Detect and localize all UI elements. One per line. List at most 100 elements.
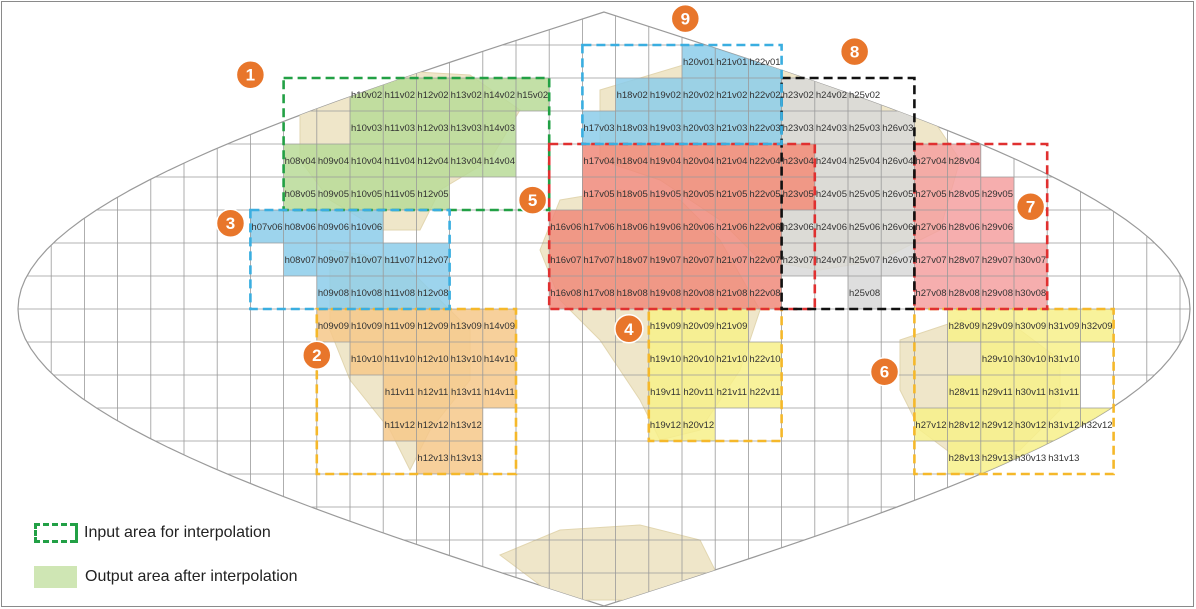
- tile-fill: [947, 375, 981, 408]
- tile-label: h23v07: [783, 255, 814, 266]
- tile-label: h25v02: [849, 90, 880, 101]
- tile-fill: [416, 144, 450, 177]
- region-badge-number: 9: [681, 10, 690, 29]
- tile-fill: [350, 276, 384, 309]
- tile-label: h18v03: [617, 123, 648, 134]
- tile-fill: [914, 177, 948, 210]
- tile-label: h18v05: [617, 189, 648, 200]
- tile-fill: [1014, 309, 1048, 342]
- tile-fill: [682, 408, 716, 441]
- region-badge-2: [302, 340, 332, 370]
- tile-label: h12v03: [417, 123, 448, 134]
- tile-label: h25v06: [849, 222, 880, 233]
- tile-label: h27v04: [915, 156, 946, 167]
- tile-label: h21v10: [716, 354, 747, 365]
- tile-fill: [383, 276, 417, 309]
- tile-label: h23v04: [783, 156, 814, 167]
- input-area-border-7: [913, 142, 1049, 311]
- tile-label: h09v05: [318, 189, 349, 200]
- tile-label: h07v06: [251, 222, 282, 233]
- tile-fill: [748, 243, 782, 276]
- tile-label: h28v05: [949, 189, 980, 200]
- tile-label: h26v07: [882, 255, 913, 266]
- input-area-border-1: [282, 76, 551, 212]
- tile-label: h22v01: [749, 57, 780, 68]
- tile-fill: [1080, 309, 1114, 342]
- region-badge-1: [235, 59, 266, 90]
- tile-fill: [648, 243, 682, 276]
- tile-fill: [947, 441, 981, 474]
- legend-fill-swatch: [34, 566, 77, 588]
- tile-label: h29v10: [982, 354, 1013, 365]
- tile-fill: [615, 144, 649, 177]
- tile-label: h20v03: [683, 123, 714, 134]
- tile-fill: [383, 78, 417, 111]
- tile-fill: [648, 144, 682, 177]
- tile-fill: [781, 78, 815, 111]
- region-badge-9: [670, 3, 701, 34]
- tile-label: h08v06: [285, 222, 316, 233]
- tile-fill: [416, 111, 450, 144]
- tile-fill: [582, 111, 616, 144]
- region-badge-number: 3: [226, 214, 235, 233]
- tile-fill: [350, 342, 384, 375]
- tile-label: h17v07: [583, 255, 614, 266]
- tile-label: h22v08: [749, 288, 780, 299]
- tile-label: h14v02: [484, 90, 515, 101]
- tile-fill: [682, 144, 716, 177]
- tile-fill: [449, 441, 483, 474]
- tile-fill: [980, 276, 1014, 309]
- region-badge-number: 2: [312, 346, 321, 365]
- tile-label: h13v03: [451, 123, 482, 134]
- tile-fill: [980, 177, 1014, 210]
- tile-label: h20v11: [683, 387, 713, 398]
- tile-label: h11v03: [385, 123, 415, 134]
- tile-label: h30v07: [1015, 255, 1046, 266]
- tile-fill: [715, 144, 749, 177]
- tile-label: h20v06: [683, 222, 714, 233]
- tile-label: h14v09: [484, 321, 515, 332]
- tile-fill: [648, 177, 682, 210]
- tile-fill: [283, 243, 317, 276]
- tile-label: h20v09: [683, 321, 714, 332]
- tile-label: h23v06: [783, 222, 814, 233]
- tile-fill: [449, 111, 483, 144]
- tile-label: h11v11: [385, 387, 415, 398]
- tile-fill: [416, 276, 450, 309]
- tile-label: h08v05: [285, 189, 316, 200]
- tile-label: h21v02: [716, 90, 747, 101]
- tile-fill: [947, 276, 981, 309]
- tile-fill: [682, 243, 716, 276]
- tile-fill: [416, 342, 450, 375]
- region-badge-number: 6: [880, 363, 889, 382]
- tile-fill: [814, 144, 848, 177]
- tile-fill: [482, 78, 516, 111]
- tile-fill: [615, 276, 649, 309]
- tile-label: h23v02: [783, 90, 814, 101]
- tile-fill: [416, 441, 450, 474]
- tile-label: h24v07: [816, 255, 847, 266]
- tile-fill: [980, 243, 1014, 276]
- tile-fill: [947, 408, 981, 441]
- tile-fill: [416, 177, 450, 210]
- tile-label: h29v07: [982, 255, 1013, 266]
- tile-fill: [748, 177, 782, 210]
- tile-fill: [482, 309, 516, 342]
- tile-fill: [350, 243, 384, 276]
- tile-fill: [1014, 375, 1048, 408]
- region-badge-6: [869, 356, 900, 387]
- tile-label: h10v04: [351, 156, 382, 167]
- tile-label: h13v12: [451, 420, 482, 431]
- tile-label: h31v12: [1048, 420, 1079, 431]
- tile-fill: [715, 111, 749, 144]
- tile-fill: [814, 210, 848, 243]
- tile-fill: [947, 210, 981, 243]
- tile-label: h19v10: [650, 354, 681, 365]
- tile-fill: [615, 210, 649, 243]
- tile-label: h21v07: [716, 255, 747, 266]
- tile-label: h19v02: [650, 90, 681, 101]
- tile-fill: [781, 243, 815, 276]
- tile-label: h28v07: [949, 255, 980, 266]
